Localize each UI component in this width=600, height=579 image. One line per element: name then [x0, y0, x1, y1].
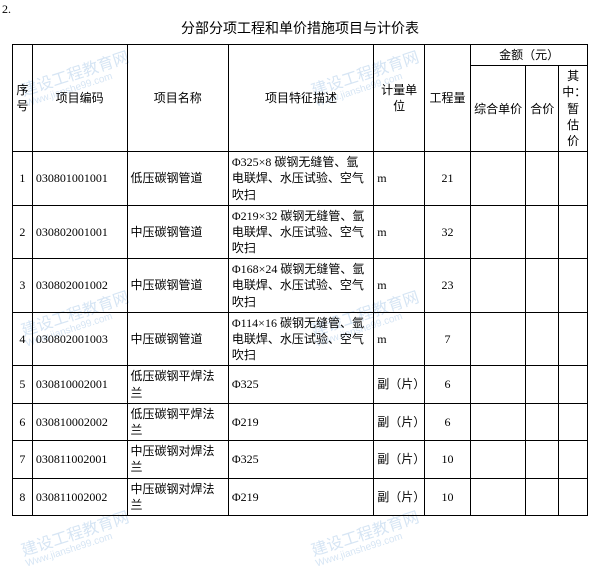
- header-seq: 序号: [13, 45, 33, 152]
- cell-qty: 23: [424, 259, 470, 313]
- cell-seq: 6: [13, 403, 33, 440]
- table-row: 2030802001001中压碳钢管道Φ219×32 碳钢无缝管、氩电联焊、水压…: [13, 205, 588, 259]
- header-amount-group: 金额（元）: [471, 45, 588, 66]
- cell-total: [526, 259, 559, 313]
- cell-qty: 6: [424, 366, 470, 403]
- cell-temp: [559, 441, 588, 478]
- cell-unit-price: [471, 259, 526, 313]
- cell-desc: Φ168×24 碳钢无缝管、氩电联焊、水压试验、空气吹扫: [228, 259, 373, 313]
- cell-total: [526, 403, 559, 440]
- cell-unit-price: [471, 366, 526, 403]
- table-row: 3030802001002中压碳钢管道Φ168×24 碳钢无缝管、氩电联焊、水压…: [13, 259, 588, 313]
- cell-total: [526, 312, 559, 366]
- cell-temp: [559, 312, 588, 366]
- cell-qty: 21: [424, 152, 470, 206]
- pricing-table: 序号 项目编码 项目名称 项目特征描述 计量单位 工程量 金额（元） 综合单价 …: [12, 44, 588, 516]
- cell-unit-price: [471, 441, 526, 478]
- cell-temp: [559, 478, 588, 515]
- cell-name: 中压碳钢管道: [127, 312, 228, 366]
- cell-seq: 8: [13, 478, 33, 515]
- cell-unit-price: [471, 152, 526, 206]
- cell-temp: [559, 259, 588, 313]
- cell-unit: m: [374, 312, 425, 366]
- cell-code: 030811002002: [32, 478, 127, 515]
- table-title: 分部分项工程和单价措施项目与计价表: [0, 0, 600, 44]
- cell-name: 中压碳钢管道: [127, 259, 228, 313]
- table-row: 1030801001001低压碳钢管道Φ325×8 碳钢无缝管、氩电联焊、水压试…: [13, 152, 588, 206]
- table-row: 4030802001003中压碳钢管道Φ114×16 碳钢无缝管、氩电联焊、水压…: [13, 312, 588, 366]
- cell-code: 030801001001: [32, 152, 127, 206]
- header-row-1: 序号 项目编码 项目名称 项目特征描述 计量单位 工程量 金额（元）: [13, 45, 588, 66]
- table-row: 6030810002002低压碳钢平焊法兰Φ219副（片）6: [13, 403, 588, 440]
- cell-desc: Φ325×8 碳钢无缝管、氩电联焊、水压试验、空气吹扫: [228, 152, 373, 206]
- cell-qty: 6: [424, 403, 470, 440]
- header-unit-price: 综合单价: [471, 66, 526, 152]
- cell-seq: 1: [13, 152, 33, 206]
- cell-temp: [559, 403, 588, 440]
- cell-unit: m: [374, 259, 425, 313]
- cell-total: [526, 152, 559, 206]
- table-row: 5030810002001低压碳钢平焊法兰Φ325副（片）6: [13, 366, 588, 403]
- cell-name: 中压碳钢对焊法兰: [127, 478, 228, 515]
- cell-seq: 3: [13, 259, 33, 313]
- cell-name: 低压碳钢平焊法兰: [127, 403, 228, 440]
- cell-temp: [559, 366, 588, 403]
- cell-qty: 10: [424, 441, 470, 478]
- cell-unit: 副（片）: [374, 366, 425, 403]
- cell-name: 低压碳钢管道: [127, 152, 228, 206]
- table-row: 8030811002002中压碳钢对焊法兰Φ219副（片）10: [13, 478, 588, 515]
- cell-name: 中压碳钢管道: [127, 205, 228, 259]
- cell-unit-price: [471, 205, 526, 259]
- cell-name: 中压碳钢对焊法兰: [127, 441, 228, 478]
- header-name: 项目名称: [127, 45, 228, 152]
- cell-qty: 10: [424, 478, 470, 515]
- cell-code: 030802001001: [32, 205, 127, 259]
- table-row: 7030811002001中压碳钢对焊法兰Φ325副（片）10: [13, 441, 588, 478]
- cell-unit: m: [374, 205, 425, 259]
- cell-temp: [559, 205, 588, 259]
- cell-total: [526, 441, 559, 478]
- cell-name: 低压碳钢平焊法兰: [127, 366, 228, 403]
- cell-code: 030802001002: [32, 259, 127, 313]
- cell-total: [526, 205, 559, 259]
- cell-code: 030810002002: [32, 403, 127, 440]
- cell-desc: Φ219: [228, 403, 373, 440]
- cell-desc: Φ325: [228, 441, 373, 478]
- cell-unit: 副（片）: [374, 478, 425, 515]
- cell-total: [526, 366, 559, 403]
- cell-seq: 2: [13, 205, 33, 259]
- cell-temp: [559, 152, 588, 206]
- cell-desc: Φ219: [228, 478, 373, 515]
- header-desc: 项目特征描述: [228, 45, 373, 152]
- header-qty: 工程量: [424, 45, 470, 152]
- cell-unit-price: [471, 403, 526, 440]
- cell-qty: 32: [424, 205, 470, 259]
- cell-code: 030810002001: [32, 366, 127, 403]
- header-code: 项目编码: [32, 45, 127, 152]
- page-number-label: 2.: [2, 2, 11, 17]
- header-temp: 其中：暂估价: [559, 66, 588, 152]
- cell-seq: 4: [13, 312, 33, 366]
- cell-seq: 7: [13, 441, 33, 478]
- header-total: 合价: [526, 66, 559, 152]
- cell-desc: Φ114×16 碳钢无缝管、氩电联焊、水压试验、空气吹扫: [228, 312, 373, 366]
- cell-seq: 5: [13, 366, 33, 403]
- cell-total: [526, 478, 559, 515]
- cell-unit: 副（片）: [374, 403, 425, 440]
- cell-unit: 副（片）: [374, 441, 425, 478]
- cell-unit-price: [471, 312, 526, 366]
- cell-unit-price: [471, 478, 526, 515]
- cell-qty: 7: [424, 312, 470, 366]
- header-unit: 计量单位: [374, 45, 425, 152]
- cell-code: 030811002001: [32, 441, 127, 478]
- cell-unit: m: [374, 152, 425, 206]
- cell-desc: Φ325: [228, 366, 373, 403]
- cell-code: 030802001003: [32, 312, 127, 366]
- cell-desc: Φ219×32 碳钢无缝管、氩电联焊、水压试验、空气吹扫: [228, 205, 373, 259]
